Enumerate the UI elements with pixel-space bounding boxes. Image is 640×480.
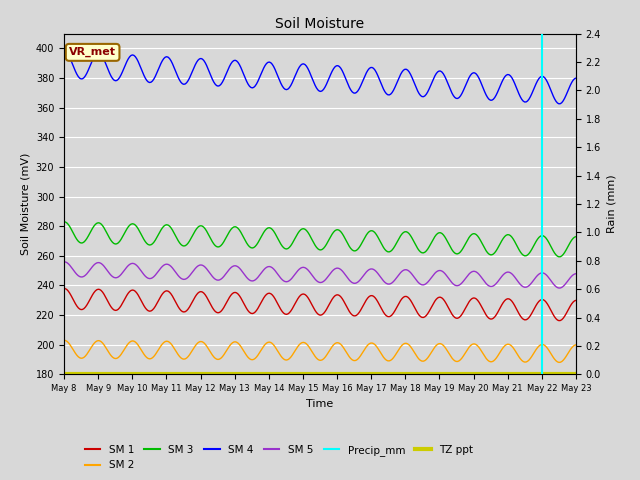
- Text: VR_met: VR_met: [69, 47, 116, 58]
- Legend: SM 1, SM 2, SM 3, SM 4, SM 5, Precip_mm, TZ ppt: SM 1, SM 2, SM 3, SM 4, SM 5, Precip_mm,…: [81, 441, 477, 475]
- Y-axis label: Rain (mm): Rain (mm): [607, 175, 617, 233]
- X-axis label: Time: Time: [307, 399, 333, 408]
- Title: Soil Moisture: Soil Moisture: [275, 17, 365, 31]
- Y-axis label: Soil Moisture (mV): Soil Moisture (mV): [20, 153, 30, 255]
